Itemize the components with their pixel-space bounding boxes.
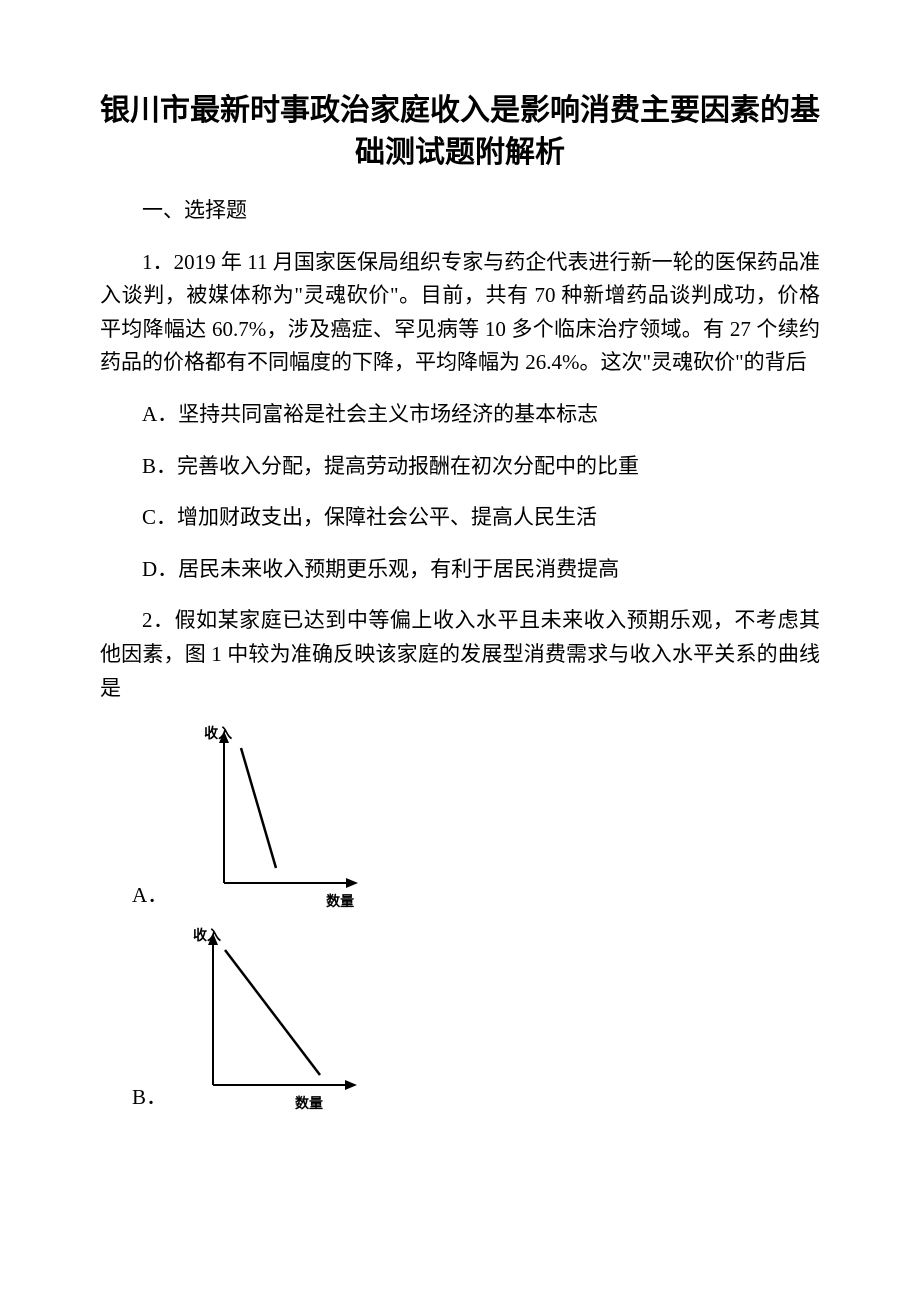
document-title: 银川市最新时事政治家庭收入是影响消费主要因素的基础测试题附解析 — [100, 90, 820, 174]
q2-option-a-label: A． — [132, 879, 168, 913]
q1-option-d: D．居民未来收入预期更乐观，有利于居民消费提高 — [100, 553, 820, 587]
q2-option-a-row: A． 收入 数量 — [132, 723, 820, 913]
q1-option-c: C．增加财政支出，保障社会公平、提高人民生活 — [100, 501, 820, 535]
chart-b-x-arrow — [345, 1080, 357, 1090]
chart-a-svg — [176, 723, 376, 913]
question-1-text: 1．2019 年 11 月国家医保局组织专家与药企代表进行新一轮的医保药品准入谈… — [100, 246, 820, 380]
chart-b-svg — [175, 925, 375, 1115]
chart-a: 收入 数量 — [176, 723, 376, 913]
section-heading: 一、选择题 — [100, 194, 820, 228]
chart-b-y-label: 收入 — [193, 925, 221, 945]
q1-option-b: B．完善收入分配，提高劳动报酬在初次分配中的比重 — [100, 450, 820, 484]
chart-a-x-label: 数量 — [326, 891, 354, 911]
chart-a-curve — [241, 748, 276, 868]
chart-a-y-label: 收入 — [204, 723, 232, 743]
chart-b: 收入 数量 — [175, 925, 375, 1115]
q1-option-a: A．坚持共同富裕是社会主义市场经济的基本标志 — [100, 398, 820, 432]
question-2-text: 2．假如某家庭已达到中等偏上收入水平且未来收入预期乐观，不考虑其他因素，图 1 … — [100, 604, 820, 705]
q2-option-b-label: B． — [132, 1081, 167, 1115]
chart-b-x-label: 数量 — [295, 1093, 323, 1113]
chart-b-curve — [225, 950, 320, 1075]
q2-option-b-row: B． 收入 数量 — [132, 925, 820, 1115]
chart-a-x-arrow — [346, 878, 358, 888]
